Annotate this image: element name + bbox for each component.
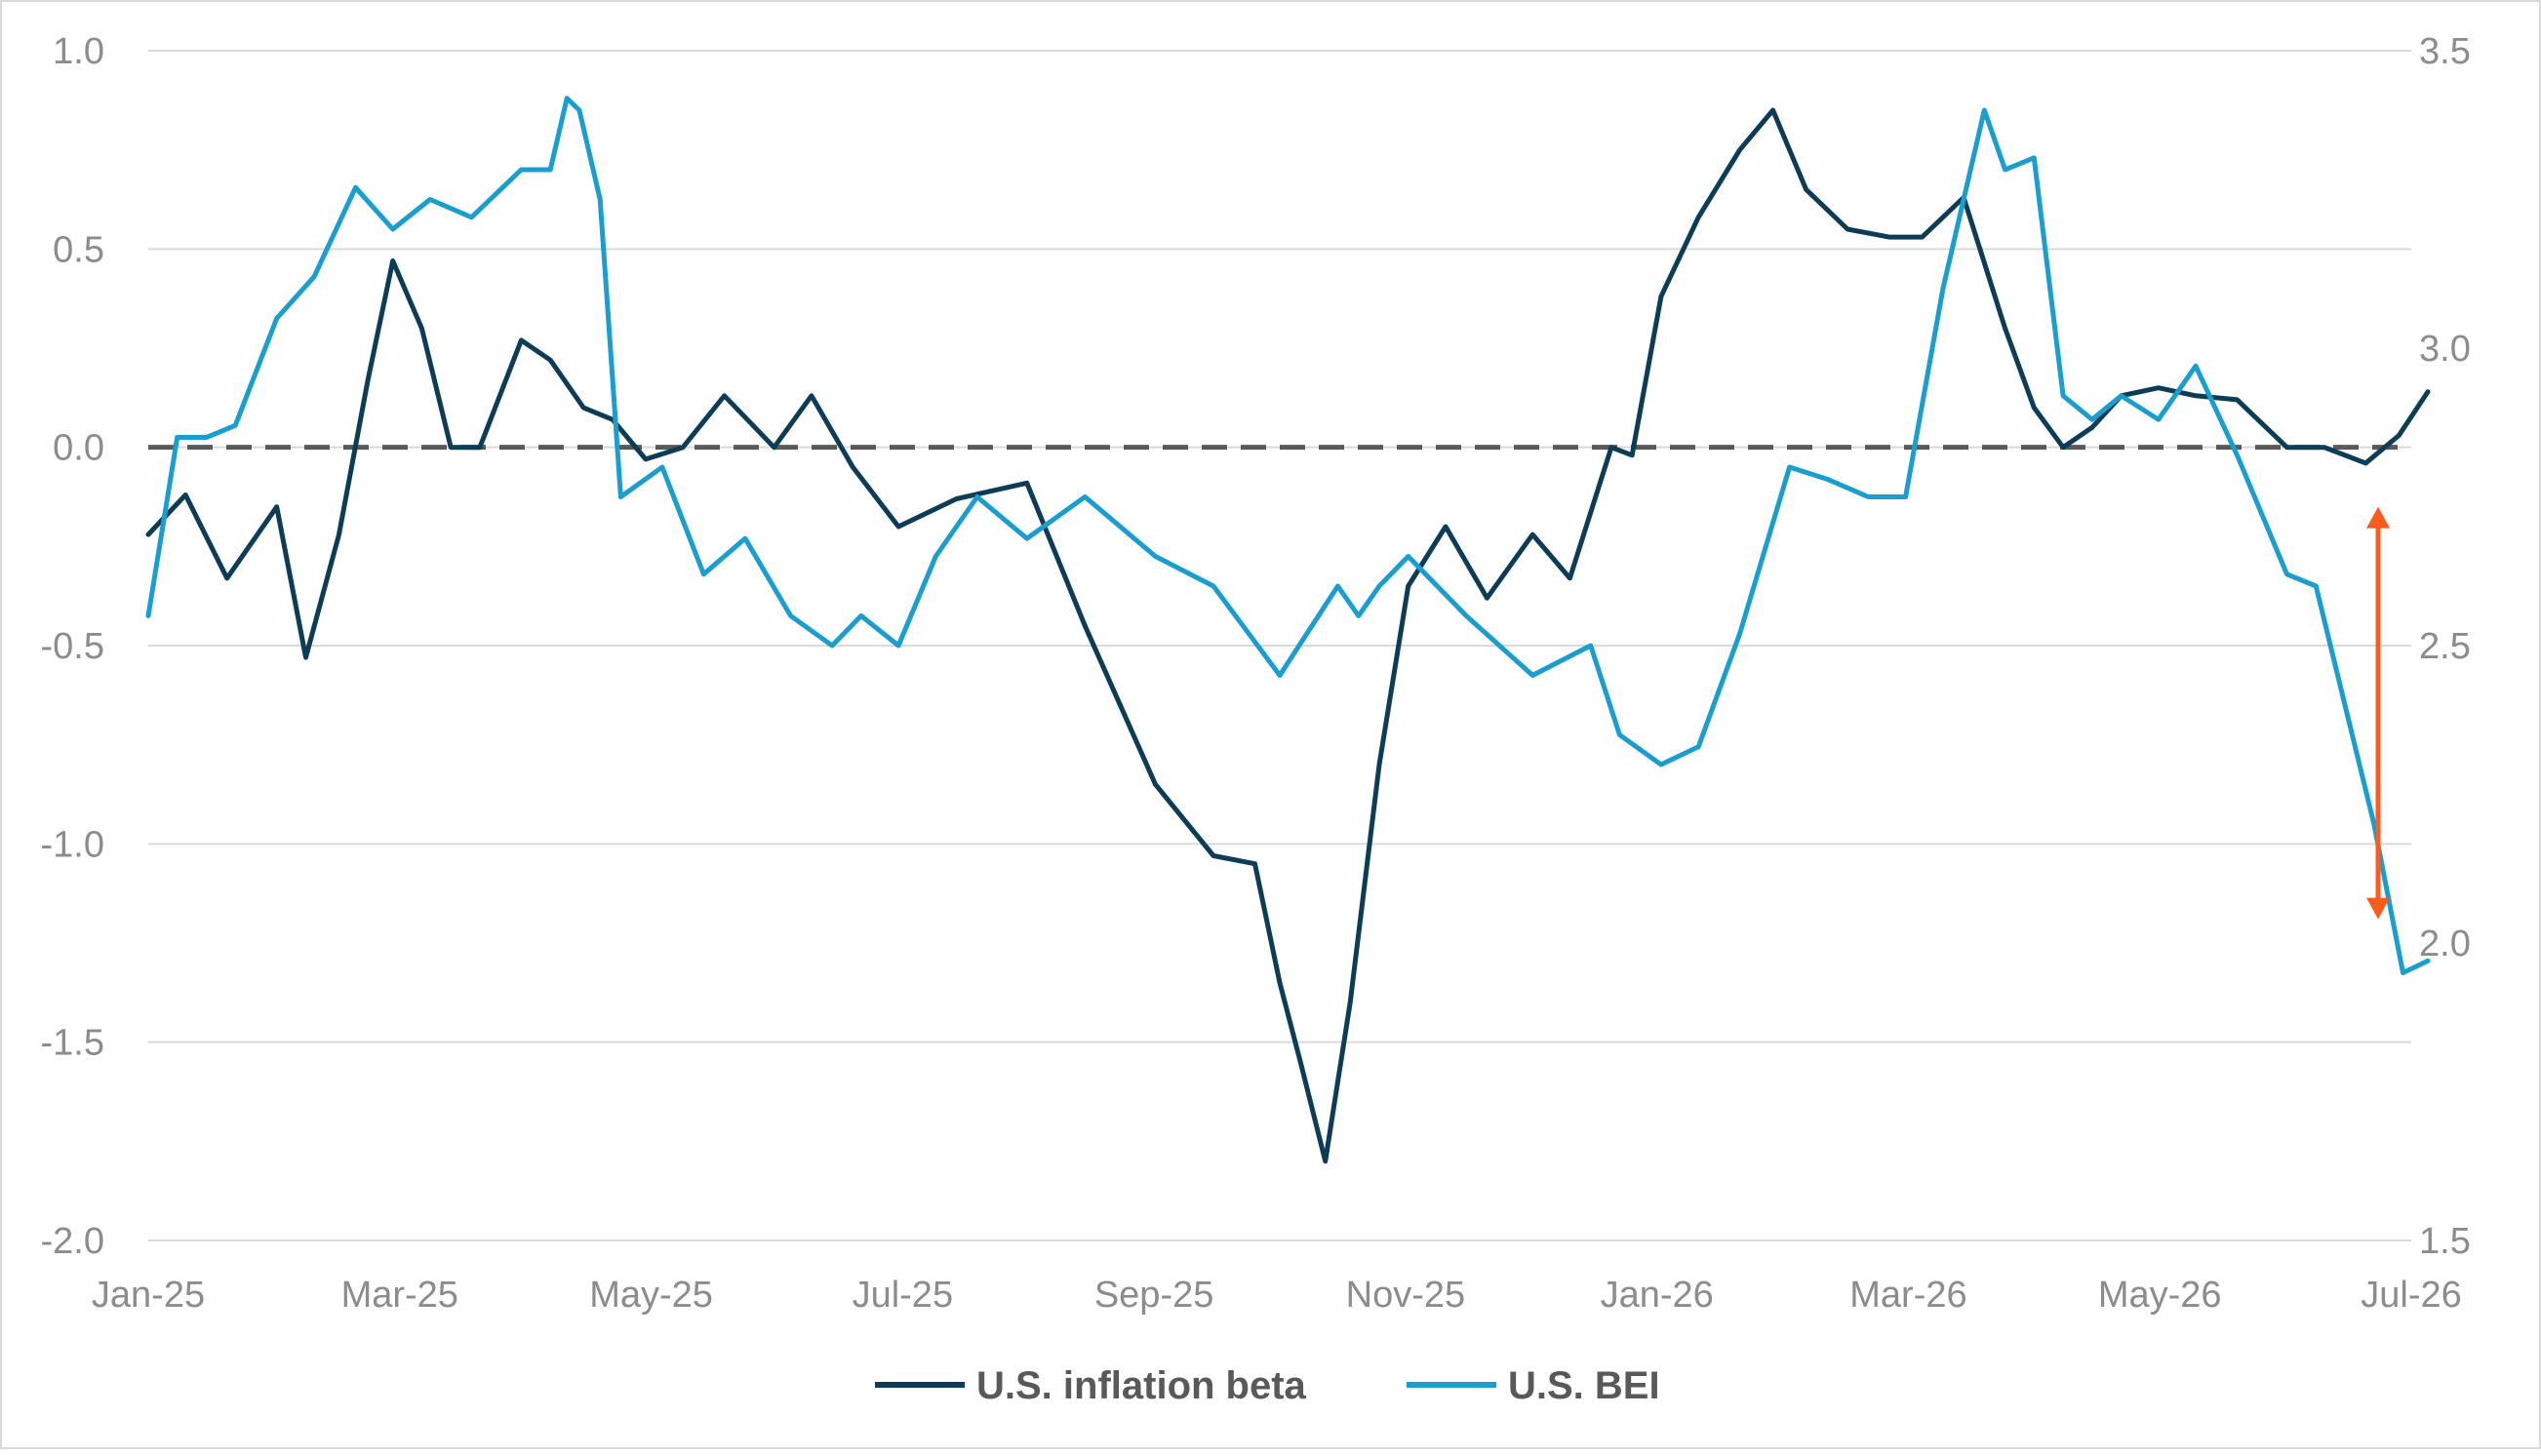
right-axis-ticks: 3.5 3.0 2.5 2.0 1.5	[2419, 31, 2471, 1262]
x-axis-tick-label: Nov-25	[1346, 1275, 1466, 1316]
x-axis-ticks: Jan-25 Mar-25 May-25 Jul-25 Sep-25 Nov-25 Jan-…	[92, 1275, 2462, 1316]
right-axis-tick-label: 3.0	[2419, 329, 2471, 370]
left-axis-tick-label: -1.0	[41, 824, 104, 865]
right-axis-tick-label: 1.5	[2419, 1221, 2471, 1262]
annotation	[2366, 506, 2391, 920]
annotation-arrow-head-top	[2366, 506, 2391, 529]
inflation-beta-line	[145, 107, 2431, 1164]
left-axis-tick-label: -1.5	[41, 1023, 104, 1064]
series-lines	[145, 96, 2431, 1164]
x-axis-tick-label: May-26	[2098, 1275, 2222, 1316]
left-axis-tick-label: 0.5	[53, 229, 104, 270]
left-axis-ticks: 1.0 0.5 0.0 -0.5 -1.0 -1.5 -2.0	[41, 31, 104, 1262]
annotation-arrow-head-bottom	[2366, 897, 2391, 920]
x-axis-tick-label: Jan-25	[92, 1275, 205, 1316]
left-axis-tick-label: -2.0	[41, 1221, 104, 1262]
x-axis-tick-label: Mar-25	[341, 1275, 458, 1316]
x-axis-tick-label: Jan-26	[1601, 1275, 1714, 1316]
x-axis-tick-label: Mar-26	[1849, 1275, 1966, 1316]
legend: U.S. inflation beta U.S. BEI	[875, 1364, 1660, 1407]
right-axis-tick-label: 2.5	[2419, 626, 2471, 667]
right-axis-tick-label: 3.5	[2419, 31, 2471, 72]
legend-label-inflation-beta: U.S. inflation beta	[976, 1364, 1307, 1407]
left-axis-tick-label: 0.0	[53, 428, 104, 469]
x-axis-tick-label: Jul-26	[2361, 1275, 2462, 1316]
x-axis-tick-label: May-25	[589, 1275, 713, 1316]
bei-line	[145, 96, 2431, 975]
legend-label-bei: U.S. BEI	[1508, 1364, 1660, 1407]
x-axis-tick-label: Sep-25	[1094, 1275, 1214, 1316]
right-axis-tick-label: 2.0	[2419, 924, 2471, 964]
left-axis-tick-label: -0.5	[41, 626, 104, 667]
left-axis-tick-label: 1.0	[53, 31, 104, 72]
gridlines	[148, 50, 2411, 1241]
x-axis-tick-label: Jul-25	[853, 1275, 954, 1316]
